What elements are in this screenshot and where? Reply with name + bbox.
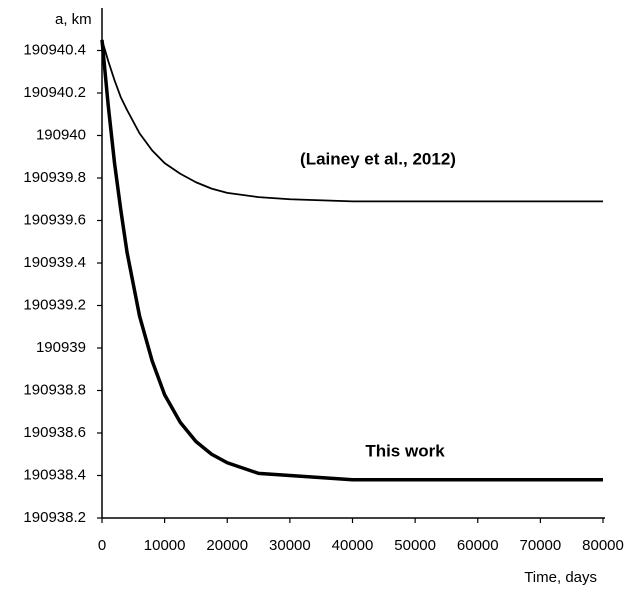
x-tick-label: 60000	[457, 537, 499, 554]
y-tick-label: 190939.2	[23, 296, 86, 313]
y-tick-label: 190939.8	[23, 169, 86, 186]
y-tick-label: 190938.8	[23, 381, 86, 398]
y-tick-label: 190940.2	[23, 84, 86, 101]
line	[101, 39, 603, 203]
y-tick-label: 190939	[36, 339, 86, 356]
y-tick-label: 190939.4	[23, 254, 86, 271]
x-tick-label: 40000	[332, 537, 374, 554]
x-tick-label: 0	[98, 537, 106, 554]
x-tick-label: 30000	[269, 537, 311, 554]
series-label: (Lainey et al., 2012)	[300, 149, 456, 168]
y-tick-label: 190938.4	[23, 466, 86, 483]
x-tick-label: 20000	[206, 537, 248, 554]
y-tick-label: 190940.4	[23, 41, 86, 58]
x-axis-label: Time, days	[524, 569, 597, 586]
y-tick-label: 190940	[36, 126, 86, 143]
x-tick-label: 10000	[144, 537, 186, 554]
x-tick-label: 80000	[582, 537, 624, 554]
y-tick-label: 190938.2	[23, 509, 86, 526]
series-label: This work	[365, 441, 445, 460]
x-tick-label: 70000	[520, 537, 562, 554]
line	[100, 39, 603, 482]
y-tick-label: 190938.6	[23, 424, 86, 441]
x-tick-label: 50000	[394, 537, 436, 554]
y-axis-label: a, km	[55, 11, 92, 28]
y-tick-label: 190939.6	[23, 211, 86, 228]
